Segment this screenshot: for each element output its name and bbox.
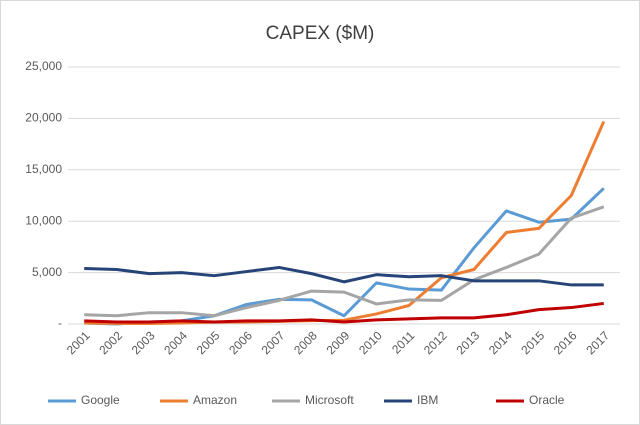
line-series (84, 120, 606, 325)
chart-title: CAPEX ($M) (266, 23, 375, 44)
line-series (84, 205, 605, 318)
y-tick-label: - (58, 316, 62, 330)
legend-label: Amazon (193, 393, 237, 407)
line-series (84, 301, 604, 324)
y-tick-label: 10,000 (25, 213, 62, 227)
line-series (84, 265, 604, 287)
legend-label: Oracle (529, 393, 565, 407)
y-tick-label: 15,000 (25, 162, 62, 176)
legend-label: Google (81, 393, 120, 407)
legend-label: Microsoft (305, 393, 354, 407)
legend-label: IBM (417, 393, 438, 407)
y-tick-label: 5,000 (32, 265, 62, 279)
y-tick-label: 25,000 (25, 59, 62, 73)
y-tick-label: 20,000 (25, 111, 62, 125)
